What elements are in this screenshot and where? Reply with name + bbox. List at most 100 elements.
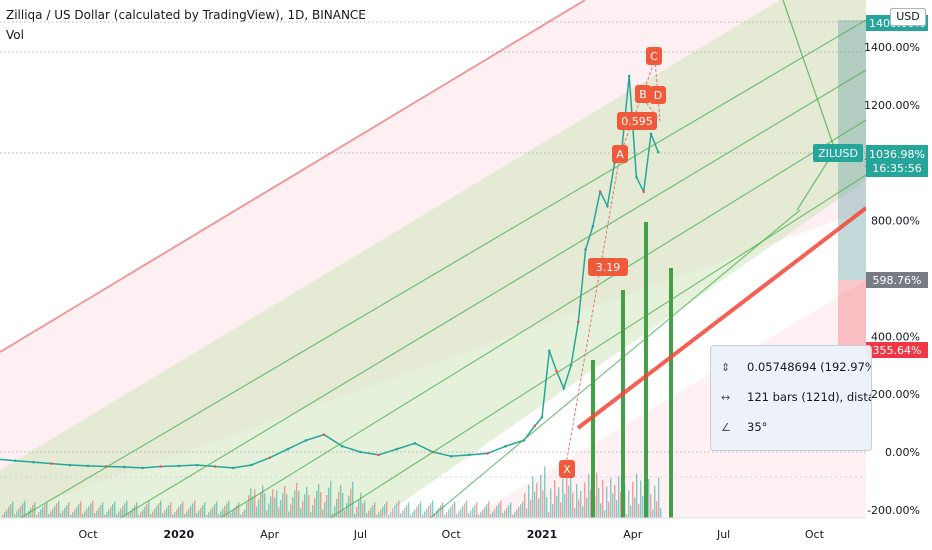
volume-bar bbox=[386, 501, 388, 518]
price-point bbox=[504, 444, 507, 448]
volume-bar bbox=[32, 505, 34, 518]
range-tag-0: 598.76% bbox=[866, 272, 928, 288]
volume-bar bbox=[288, 511, 290, 518]
volume-bar bbox=[588, 474, 590, 518]
volume-bar bbox=[324, 502, 326, 518]
volume-bar bbox=[158, 503, 160, 518]
volume-bar bbox=[144, 506, 146, 518]
volume-bar bbox=[202, 505, 204, 518]
price-point bbox=[449, 455, 453, 458]
volume-bar bbox=[280, 500, 282, 518]
volume-bar bbox=[16, 511, 18, 518]
volume-bar bbox=[498, 503, 500, 518]
volume-bar bbox=[258, 499, 260, 518]
volume-bar bbox=[204, 502, 206, 518]
price-point bbox=[533, 424, 537, 428]
lower-channel-fill bbox=[470, 280, 866, 518]
volume-bar bbox=[580, 491, 582, 518]
volume-bar bbox=[66, 505, 68, 518]
volume-bar bbox=[350, 488, 352, 518]
volume-bar bbox=[514, 512, 516, 518]
pattern-label-text: C bbox=[650, 50, 658, 63]
volume-bar bbox=[544, 466, 546, 518]
symbol-tag-text: ZILUSD bbox=[818, 147, 858, 160]
volume-bar bbox=[222, 508, 224, 518]
volume-bar bbox=[230, 513, 232, 518]
volume-bar bbox=[394, 506, 396, 518]
volume-bar bbox=[360, 492, 362, 518]
volume-bar bbox=[400, 513, 402, 518]
volume-bar bbox=[368, 510, 370, 518]
range-tag-text: 598.76% bbox=[873, 274, 922, 287]
volume-bar bbox=[464, 503, 466, 518]
price-point bbox=[591, 225, 595, 228]
volume-bar bbox=[630, 505, 632, 518]
volume-bar bbox=[322, 509, 324, 518]
volume-bar bbox=[6, 509, 8, 518]
symbol-tag: ZILUSD bbox=[813, 144, 863, 162]
volume-bar bbox=[84, 511, 86, 518]
volume-bar bbox=[220, 511, 222, 518]
volume-bar bbox=[460, 508, 462, 518]
volume-bar bbox=[582, 506, 584, 518]
volume-bar bbox=[74, 509, 76, 518]
pattern-label-bg bbox=[612, 145, 628, 163]
measure-angle: 35° bbox=[747, 420, 768, 434]
volume-bar bbox=[574, 507, 576, 518]
price-point bbox=[635, 175, 638, 179]
volume-bar bbox=[390, 511, 392, 518]
volume-bar bbox=[238, 502, 240, 518]
price-point bbox=[359, 450, 362, 454]
volume-bar bbox=[424, 511, 426, 518]
y-tick-label: -200.00% bbox=[867, 504, 920, 517]
volume-bar bbox=[184, 514, 186, 518]
price-point bbox=[32, 460, 35, 464]
bars-range-icon: ↔ bbox=[721, 390, 731, 404]
pitchfork-line-2 bbox=[219, 119, 867, 519]
volume-bar bbox=[112, 504, 114, 518]
volume-bar bbox=[178, 506, 180, 518]
volume-bar bbox=[120, 508, 122, 518]
volume-bar bbox=[416, 506, 418, 518]
price-point bbox=[627, 74, 631, 78]
pitchfork-line-0 bbox=[19, 19, 867, 519]
volume-bar bbox=[42, 506, 44, 518]
volume-indicator-label[interactable]: Vol bbox=[6, 28, 24, 42]
volume-bar bbox=[540, 474, 542, 518]
volume-bar bbox=[536, 483, 538, 518]
volume-bar bbox=[542, 490, 544, 518]
x-tick-label: Apr bbox=[260, 528, 280, 541]
volume-bar bbox=[364, 500, 366, 518]
price-point bbox=[577, 320, 580, 324]
volume-bar bbox=[338, 491, 340, 518]
volume-bar bbox=[304, 494, 306, 518]
volume-bar bbox=[140, 512, 142, 518]
volume-bar bbox=[48, 514, 50, 518]
volume-bar bbox=[234, 507, 236, 518]
price-point bbox=[86, 464, 90, 468]
volume-bar bbox=[502, 513, 504, 518]
volume-bar bbox=[240, 515, 242, 518]
volume-bar bbox=[76, 506, 78, 518]
currency-button[interactable]: USD bbox=[890, 8, 926, 26]
volume-bar bbox=[126, 500, 128, 518]
volume-bar bbox=[38, 512, 40, 518]
volume-bar bbox=[4, 512, 6, 518]
volume-bar bbox=[344, 510, 346, 518]
volume-bar bbox=[388, 514, 390, 518]
volume-bar bbox=[278, 507, 280, 518]
volume-bar bbox=[18, 508, 20, 518]
price-point bbox=[606, 204, 609, 208]
volume-bar bbox=[100, 505, 102, 518]
volume-bar bbox=[440, 505, 442, 518]
volume-bar bbox=[200, 507, 202, 518]
volume-bar bbox=[382, 506, 384, 518]
volume-bar bbox=[224, 506, 226, 518]
volume-bar bbox=[490, 514, 492, 518]
volume-bar bbox=[216, 501, 218, 518]
volume-bar bbox=[378, 512, 380, 518]
pattern-label-b: B bbox=[635, 85, 651, 103]
price-point bbox=[649, 132, 653, 136]
volume-bar bbox=[330, 480, 332, 518]
